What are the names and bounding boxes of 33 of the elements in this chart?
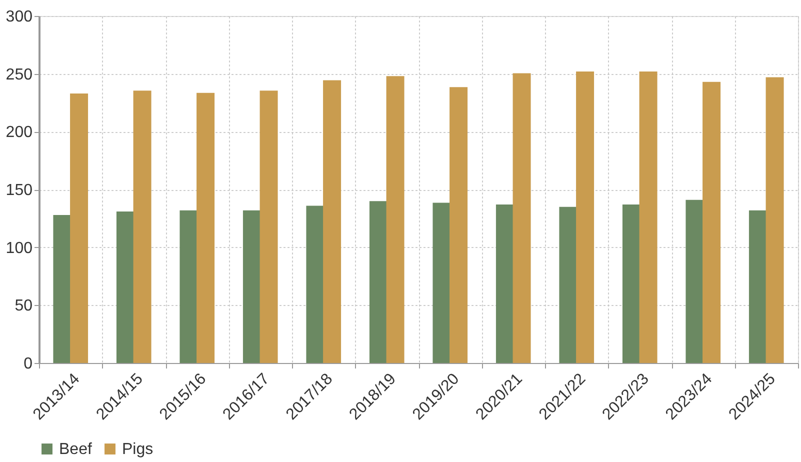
bar <box>559 206 578 363</box>
bar <box>639 72 658 363</box>
y-tick-label: 0 <box>24 356 33 372</box>
bar <box>686 200 704 363</box>
bar <box>133 90 152 363</box>
bar <box>70 93 88 363</box>
bar <box>512 73 531 363</box>
bar <box>196 92 215 363</box>
bar <box>702 82 721 363</box>
bar <box>748 210 767 363</box>
bar <box>323 80 342 363</box>
bar <box>116 211 134 363</box>
y-tick-label: 300 <box>6 8 33 26</box>
legend-label: Pigs <box>122 441 154 458</box>
bar <box>180 210 198 363</box>
bar <box>306 206 324 363</box>
y-tick-label: 100 <box>6 240 33 257</box>
y-tick-label: 150 <box>6 182 33 199</box>
bar <box>576 72 594 363</box>
bar <box>496 204 514 363</box>
bar <box>766 77 784 363</box>
bar <box>369 201 388 363</box>
bar <box>450 87 468 363</box>
bar <box>260 90 278 363</box>
bar <box>53 214 72 363</box>
bar <box>242 210 261 363</box>
legend-label: Beef <box>59 441 92 458</box>
bar <box>432 202 451 363</box>
bar <box>622 204 640 363</box>
y-tick-label: 50 <box>14 298 33 315</box>
y-tick-label: 250 <box>6 66 33 84</box>
y-tick-label: 200 <box>6 124 33 142</box>
bar <box>386 76 404 363</box>
